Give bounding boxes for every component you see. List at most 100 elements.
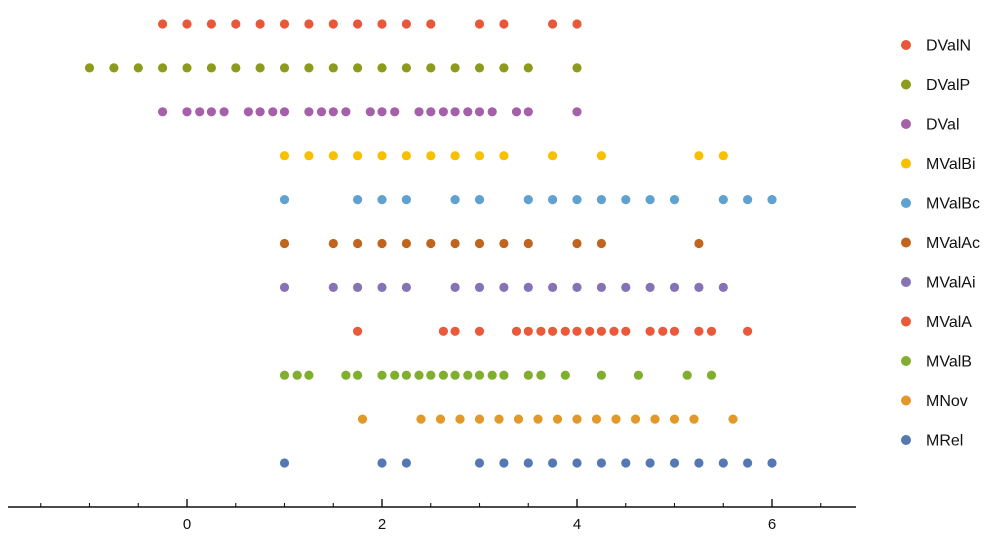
data-point-mrel-8 (596, 458, 607, 468)
data-point-mvala-14 (645, 326, 655, 336)
data-point-mvalai-7 (499, 282, 509, 292)
data-point-mvalbc-15 (767, 195, 777, 205)
data-point-mrel-14 (743, 458, 753, 468)
data-point-mvalac-5 (426, 238, 436, 249)
data-point-mvalbi-5 (401, 151, 411, 161)
series-mvala (353, 326, 753, 336)
legend-marker (901, 158, 911, 169)
data-point-mvala-9 (572, 326, 582, 336)
data-point-dval-17 (426, 107, 436, 117)
legend-marker (901, 198, 911, 208)
data-point-mnov-13 (650, 414, 660, 424)
data-point-dvalp-9 (304, 63, 314, 73)
data-point-mvalai-15 (694, 282, 704, 292)
legend-marker (901, 356, 911, 366)
data-point-dvaln-4 (255, 19, 265, 29)
data-point-mvalb-19 (596, 370, 607, 380)
legend-marker (901, 277, 911, 287)
data-point-dval-16 (414, 107, 424, 117)
data-point-dval-11 (328, 107, 338, 117)
data-point-mvalb-18 (560, 370, 570, 380)
data-point-dvalp-11 (353, 63, 363, 73)
data-point-mvalbc-0 (279, 195, 290, 205)
series-mrel (279, 458, 777, 468)
data-point-dval-20 (463, 107, 473, 117)
data-point-mvalbc-2 (377, 195, 387, 205)
series-mvalac (279, 238, 704, 249)
series-mvalb (279, 370, 717, 380)
data-point-mvalai-2 (353, 282, 363, 292)
data-point-mvalai-12 (621, 282, 631, 292)
data-point-mvala-7 (548, 326, 558, 336)
data-point-dval-14 (377, 107, 387, 117)
data-point-mvalai-14 (669, 282, 680, 292)
legend-label: MValAc (926, 235, 980, 252)
data-point-mvalac-2 (353, 238, 363, 249)
data-point-mvalai-13 (645, 282, 655, 292)
data-point-mvalac-8 (499, 238, 509, 249)
data-point-mvalac-1 (328, 238, 338, 249)
series-mvalbi (279, 151, 728, 161)
data-point-dvalp-18 (523, 63, 533, 73)
data-point-dvaln-14 (548, 19, 558, 29)
data-point-dval-9 (304, 107, 314, 117)
data-point-dvaln-5 (279, 19, 290, 29)
data-point-mrel-4 (499, 458, 509, 468)
data-point-mvalbc-3 (401, 195, 411, 205)
data-point-mvala-6 (536, 326, 546, 336)
data-point-mrel-13 (718, 458, 728, 468)
data-point-dvalp-16 (474, 63, 485, 73)
data-point-dvaln-10 (401, 19, 411, 29)
data-point-dval-21 (474, 107, 485, 117)
series-dval (158, 107, 582, 117)
data-point-dvalp-1 (109, 63, 119, 73)
legend-marker (901, 40, 911, 50)
data-point-mvalbc-8 (572, 195, 582, 205)
data-point-dval-18 (438, 107, 448, 117)
data-point-mvala-19 (743, 326, 753, 336)
data-point-mvalbi-6 (426, 151, 436, 161)
data-point-mvalb-17 (536, 370, 546, 380)
data-point-dval-1 (182, 107, 192, 117)
data-point-mvalbi-11 (596, 151, 607, 161)
legend-item-mrel: MRel (901, 433, 963, 450)
data-point-dval-10 (316, 107, 327, 117)
data-point-mvalb-12 (463, 370, 473, 380)
x-tick-label: 2 (378, 516, 386, 533)
data-point-dvalp-8 (279, 63, 290, 73)
data-point-mvalbc-9 (596, 195, 607, 205)
data-point-dval-4 (219, 107, 229, 117)
data-point-mvalb-21 (682, 370, 692, 380)
data-point-mrel-1 (377, 458, 387, 468)
data-point-dvalp-19 (572, 63, 582, 73)
data-point-mvalb-7 (401, 370, 411, 380)
data-point-dvalp-2 (133, 63, 143, 73)
legend-label: MNov (926, 393, 968, 410)
data-point-dvaln-6 (304, 19, 314, 29)
data-point-mvalbc-12 (669, 195, 680, 205)
data-point-mvalbi-0 (279, 151, 290, 161)
legend-marker (901, 237, 911, 248)
legend-label: DValN (926, 38, 971, 55)
data-point-dval-24 (523, 107, 533, 117)
data-point-mvalb-13 (474, 370, 485, 380)
data-point-mvalbi-8 (474, 151, 485, 161)
legend-item-mnov: MNov (901, 393, 968, 410)
data-point-mvalbc-7 (548, 195, 558, 205)
data-point-mvalbc-11 (645, 195, 655, 205)
data-point-dvalp-17 (499, 63, 509, 73)
data-point-dval-22 (487, 107, 497, 117)
data-point-mnov-10 (591, 414, 602, 424)
data-point-mvala-16 (669, 326, 680, 336)
legend-label: MRel (926, 433, 963, 450)
x-tick-label: 4 (573, 516, 581, 533)
series-dvaln (158, 19, 582, 29)
data-point-mvalac-7 (474, 238, 485, 249)
data-point-mrel-12 (694, 458, 704, 468)
data-point-mvalb-0 (279, 370, 290, 380)
data-point-mvalac-0 (279, 238, 290, 249)
data-point-mrel-10 (645, 458, 655, 468)
legend-item-mvalac: MValAc (901, 235, 980, 252)
data-point-dval-5 (243, 107, 253, 117)
data-point-dval-13 (365, 107, 375, 117)
